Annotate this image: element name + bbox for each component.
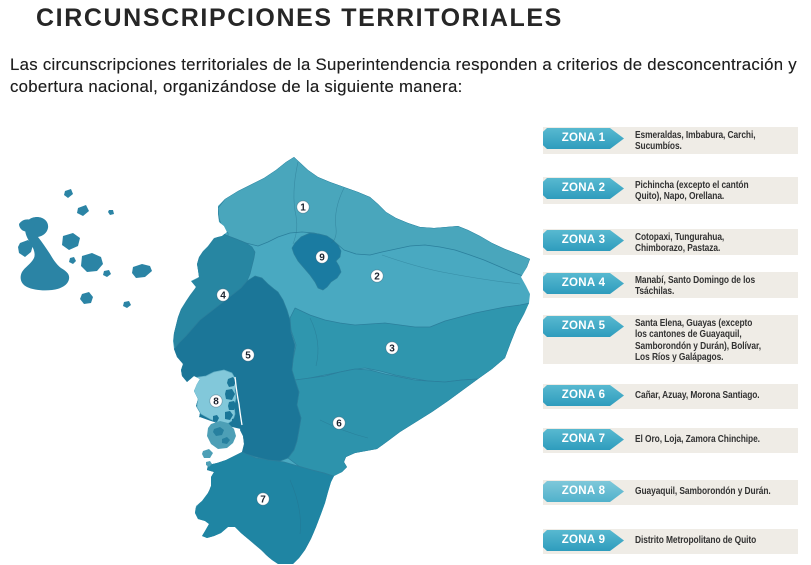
svg-text:6: 6: [336, 419, 342, 430]
svg-text:1: 1: [300, 203, 306, 214]
svg-text:7: 7: [260, 495, 266, 506]
svg-text:5: 5: [245, 351, 251, 362]
svg-text:9: 9: [319, 253, 325, 264]
svg-text:3: 3: [389, 344, 395, 355]
svg-text:2: 2: [374, 272, 380, 283]
svg-text:4: 4: [220, 291, 226, 302]
svg-text:8: 8: [213, 397, 219, 408]
